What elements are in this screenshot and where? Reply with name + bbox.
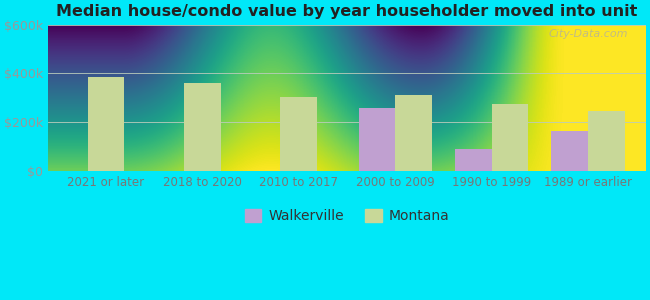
Bar bbox=[184, 83, 221, 171]
Text: City-Data.com: City-Data.com bbox=[549, 29, 628, 39]
Bar bbox=[491, 104, 528, 171]
Bar bbox=[88, 77, 124, 171]
Legend: Walkerville, Montana: Walkerville, Montana bbox=[239, 203, 455, 229]
Bar bbox=[395, 95, 432, 171]
Bar bbox=[359, 108, 395, 171]
Title: Median house/condo value by year householder moved into unit: Median house/condo value by year househo… bbox=[57, 4, 638, 19]
Bar bbox=[588, 111, 625, 171]
Bar bbox=[551, 131, 588, 171]
Bar bbox=[455, 149, 491, 171]
Bar bbox=[281, 97, 317, 171]
